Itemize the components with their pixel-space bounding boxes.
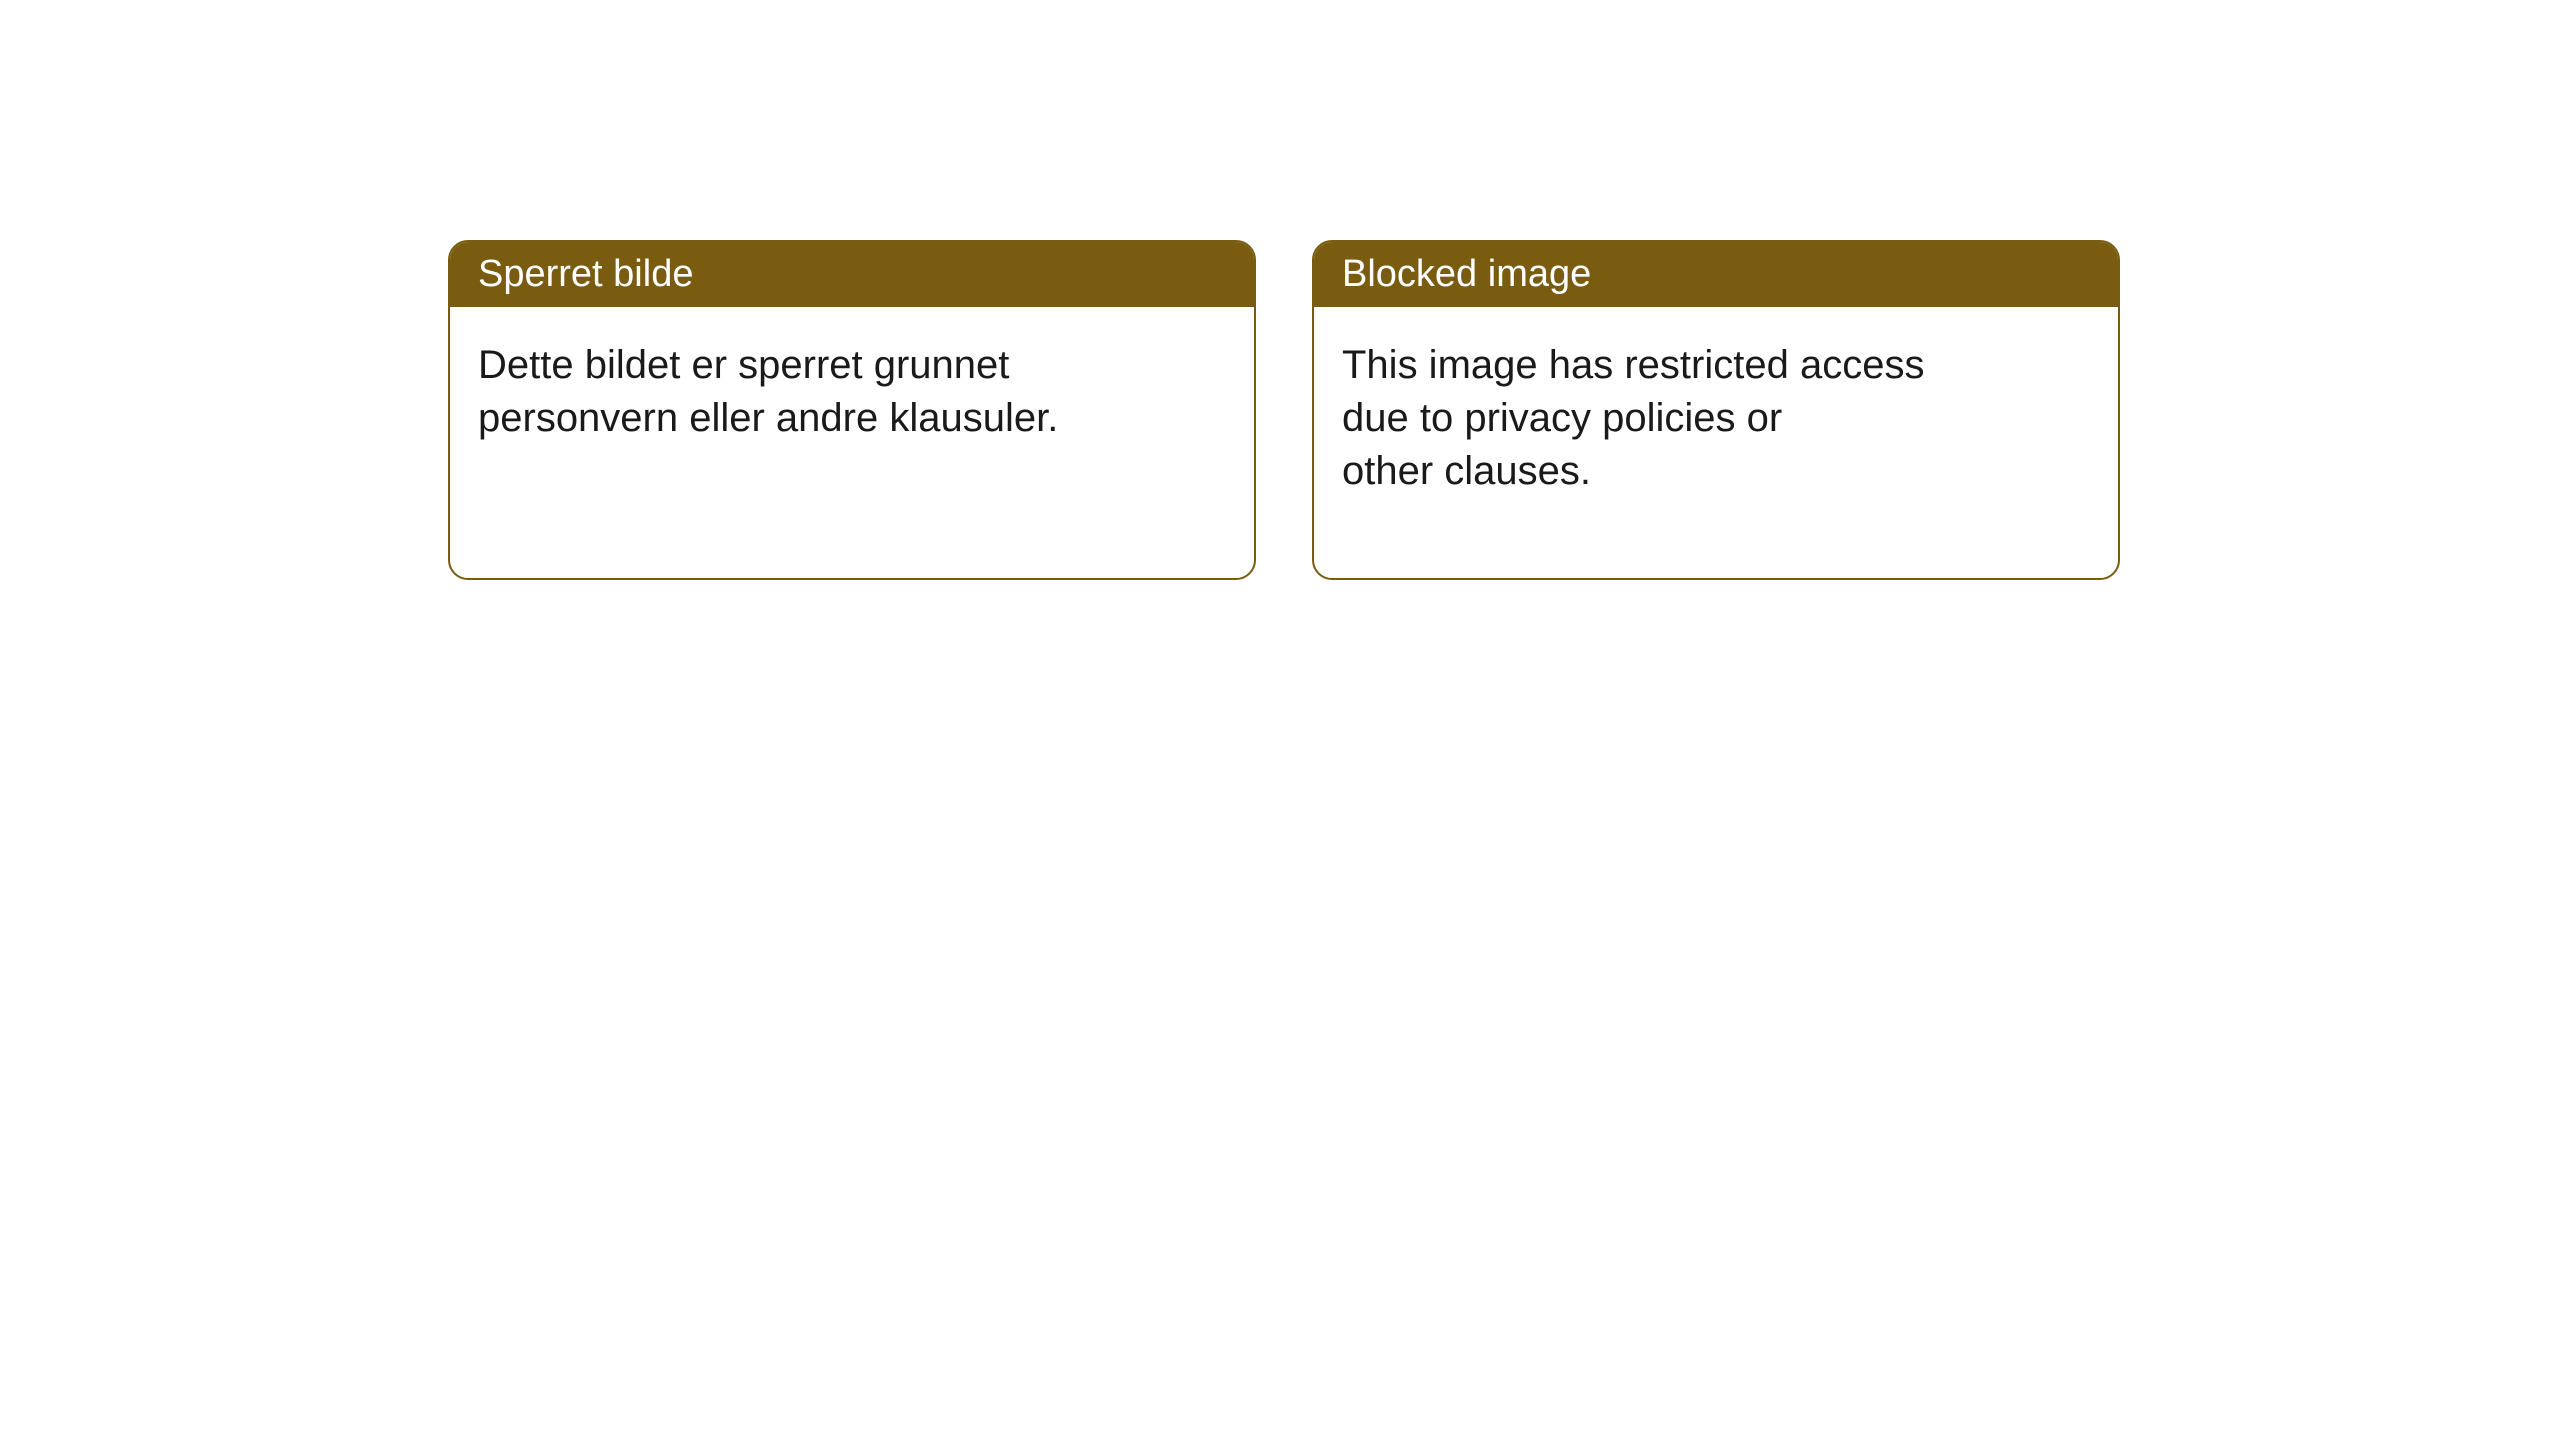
notice-header-english: Blocked image: [1314, 242, 2118, 307]
notice-card-norwegian: Sperret bilde Dette bildet er sperret gr…: [448, 240, 1256, 580]
notice-card-english: Blocked image This image has restricted …: [1312, 240, 2120, 580]
notice-body-norwegian: Dette bildet er sperret grunnet personve…: [450, 307, 1254, 525]
notice-container: Sperret bilde Dette bildet er sperret gr…: [0, 0, 2560, 580]
notice-body-english: This image has restricted access due to …: [1314, 307, 2118, 577]
notice-header-norwegian: Sperret bilde: [450, 242, 1254, 307]
